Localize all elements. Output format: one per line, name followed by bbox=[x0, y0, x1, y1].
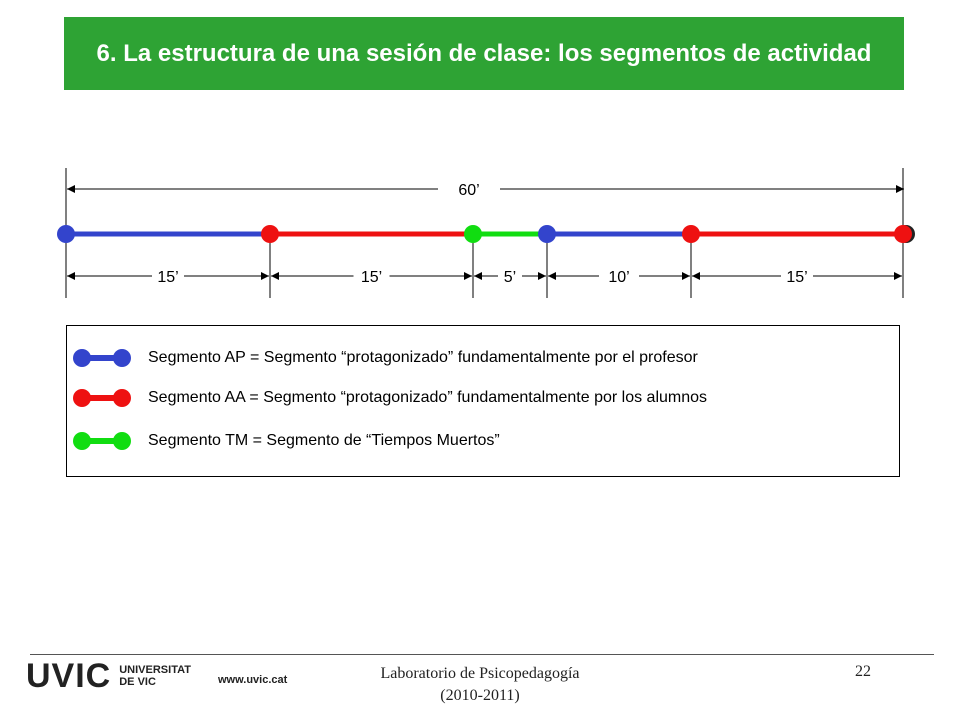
legend-swatch-aa bbox=[72, 386, 132, 410]
segment-duration-label: 10’ bbox=[608, 269, 629, 286]
page-number: 22 bbox=[855, 663, 871, 680]
slide-title: 6. La estructura de una sesión de clase:… bbox=[96, 39, 872, 67]
segment-duration-label-bg bbox=[353, 264, 390, 286]
segment-node bbox=[57, 225, 75, 243]
segment-node bbox=[682, 225, 700, 243]
segment-duration-label-bg bbox=[781, 264, 813, 286]
footer-center-text: Laboratorio de Psicopedagogía (2010-2011… bbox=[330, 663, 630, 707]
slide-title-bar: 6. La estructura de una sesión de clase:… bbox=[64, 17, 904, 90]
segment-duration-label: 15’ bbox=[157, 269, 178, 286]
logo-line-2: DE VIC bbox=[119, 676, 156, 688]
logo-subtitle: UNIVERSITAT DE VIC bbox=[119, 664, 191, 688]
segment-node bbox=[261, 225, 279, 243]
footer-year: (2010-2011) bbox=[440, 687, 520, 704]
segment-duration-label-bg bbox=[152, 264, 184, 286]
timeline-diagram: 60’ 15’ 15’ 5’ 10’ 15’ bbox=[57, 168, 915, 298]
segment-duration-label: 5’ bbox=[504, 269, 516, 286]
footer-divider bbox=[30, 654, 934, 655]
uvic-logo: UVIC UNIVERSITAT DE VIC bbox=[26, 657, 191, 695]
segment-duration-label-bg bbox=[498, 264, 522, 286]
legend-swatch-ap bbox=[72, 346, 132, 370]
segment-node bbox=[538, 225, 556, 243]
legend-text-aa: Segmento AA = Segmento “protagonizado” f… bbox=[148, 389, 708, 406]
legend-swatch-tm bbox=[72, 429, 132, 453]
segment-duration-label: 15’ bbox=[786, 269, 807, 286]
segment-node bbox=[894, 225, 912, 243]
legend-item-ap: Segmento AP = Segmento “protagonizado” f… bbox=[67, 346, 698, 370]
segment-node bbox=[464, 225, 482, 243]
legend-text-ap: Segmento AP = Segmento “protagonizado” f… bbox=[148, 349, 698, 366]
segment-duration-label-bg bbox=[599, 264, 639, 286]
logo-line-1: UNIVERSITAT bbox=[119, 664, 191, 676]
logo-mark: UVIC bbox=[26, 657, 112, 695]
footer-lab-name: Laboratorio de Psicopedagogía bbox=[380, 665, 580, 682]
legend-box: Segmento AP = Segmento “protagonizado” f… bbox=[66, 325, 900, 477]
segment-duration-label: 15’ bbox=[361, 269, 382, 286]
legend-item-aa: Segmento AA = Segmento “protagonizado” f… bbox=[67, 386, 707, 410]
total-duration-label: 60’ bbox=[458, 182, 479, 199]
legend-item-tm: Segmento TM = Segmento de “Tiempos Muert… bbox=[67, 429, 500, 453]
website-link[interactable]: www.uvic.cat bbox=[218, 674, 288, 686]
legend-text-tm: Segmento TM = Segmento de “Tiempos Muert… bbox=[148, 432, 500, 449]
